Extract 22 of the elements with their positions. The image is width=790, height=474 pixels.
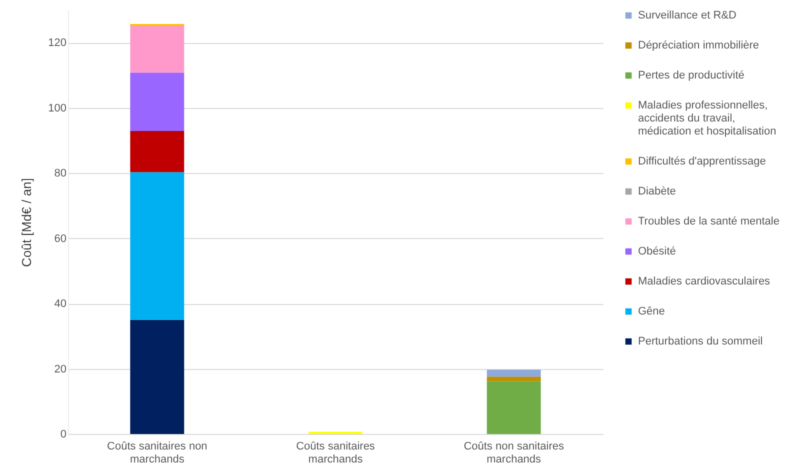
x-tick-label: Coûts sanitaires non marchands bbox=[107, 440, 208, 466]
x-tick-label: Coûts sanitaires marchands bbox=[296, 440, 376, 466]
y-tick-label: 20 bbox=[54, 363, 66, 376]
y-tick-label: 80 bbox=[54, 168, 66, 180]
legend-label: Obésité bbox=[638, 246, 676, 258]
legend-label: Surveillance et R&D bbox=[638, 10, 736, 22]
legend-label: Maladies professionnelles, accidents du travail, médication et hospitalisation bbox=[638, 100, 776, 138]
x-tick-label: Coûts non sanitaires marchands bbox=[464, 440, 564, 466]
y-tick-label: 120 bbox=[48, 37, 66, 50]
legend-label: Dépréciation immobilière bbox=[638, 40, 760, 52]
legend-label: Diabète bbox=[638, 186, 676, 198]
legend-label: Pertes de productivité bbox=[638, 70, 744, 82]
y-tick-label: 60 bbox=[54, 232, 66, 245]
legend-label: Difficultés d'apprentissage bbox=[638, 156, 766, 168]
y-tick-label: 40 bbox=[54, 298, 66, 310]
legend-label: Perturbations du sommeil bbox=[638, 336, 763, 348]
y-axis-title: Coût [Md€ / an] bbox=[19, 178, 34, 267]
legend-label: Troubles de la santé mentale bbox=[638, 216, 780, 228]
legend-label: Gêne bbox=[638, 306, 665, 318]
y-tick-label: 100 bbox=[48, 102, 66, 114]
y-tick-label: 0 bbox=[60, 428, 66, 440]
legend-label: Maladies cardiovasculaires bbox=[638, 276, 771, 288]
